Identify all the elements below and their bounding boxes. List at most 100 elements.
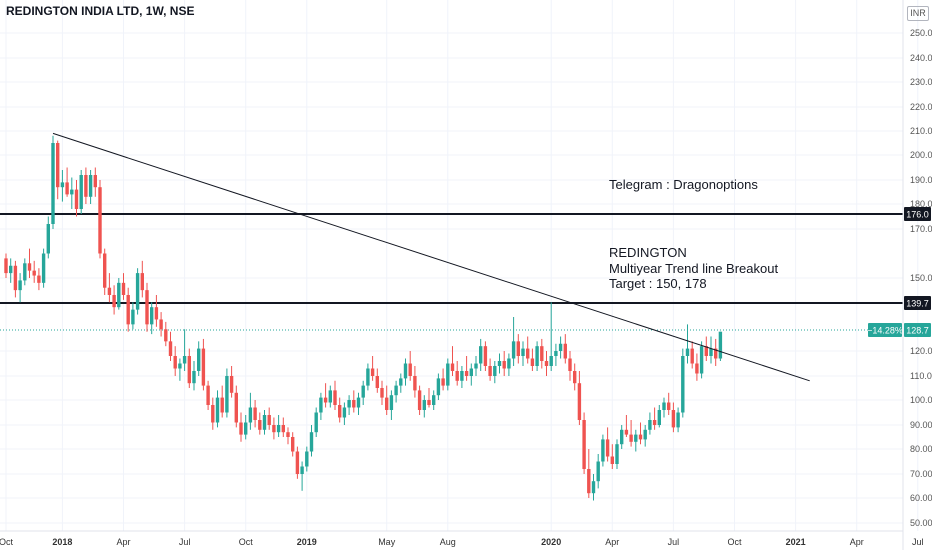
x-tick-label: Aug bbox=[440, 537, 456, 547]
candle-body bbox=[662, 402, 666, 410]
candle-body bbox=[690, 348, 694, 364]
candle-body bbox=[535, 346, 539, 366]
candle-body bbox=[281, 425, 285, 433]
x-tick-label: Apr bbox=[850, 537, 864, 547]
y-tick-label: 240.00 bbox=[910, 53, 932, 63]
candle-body bbox=[150, 307, 154, 325]
candle-body bbox=[84, 175, 88, 197]
candle-body bbox=[121, 282, 126, 295]
candle-body bbox=[13, 265, 18, 291]
candle-body bbox=[380, 388, 384, 398]
candle-body bbox=[605, 439, 610, 457]
candle-body bbox=[540, 346, 544, 361]
y-tick-label: 210.00 bbox=[910, 126, 932, 136]
candle-body bbox=[347, 400, 351, 408]
level-tag-139-bg bbox=[904, 296, 931, 310]
candle-body bbox=[272, 425, 276, 433]
candle-body bbox=[56, 143, 60, 188]
candle-body bbox=[460, 371, 464, 381]
annotation-redington: REDINGTON bbox=[609, 245, 687, 260]
candle-body bbox=[685, 348, 690, 356]
candle-body bbox=[112, 294, 116, 308]
candle-body bbox=[338, 405, 342, 418]
candle-body bbox=[577, 383, 582, 420]
candle-body bbox=[432, 395, 436, 405]
candle-body bbox=[305, 451, 309, 467]
candle-body bbox=[587, 469, 591, 494]
current-price-tag: 128.7 bbox=[906, 326, 929, 336]
candle-body bbox=[319, 397, 323, 413]
candle-body bbox=[403, 363, 408, 379]
candle-body bbox=[502, 361, 506, 369]
x-tick-label: Jul bbox=[179, 537, 191, 547]
x-tick-label: Jul bbox=[912, 537, 924, 547]
change-percent-tag-bg bbox=[868, 323, 902, 337]
candle-body bbox=[173, 356, 177, 369]
y-tick-label: 180.00 bbox=[910, 199, 932, 209]
candle-body bbox=[408, 363, 412, 376]
candle-body bbox=[385, 397, 389, 410]
candle-body bbox=[356, 397, 361, 408]
y-tick-label: 100.00 bbox=[910, 395, 932, 405]
candle-body bbox=[558, 343, 563, 351]
candle-body bbox=[41, 253, 46, 283]
currency-label[interactable]: INR bbox=[907, 6, 929, 21]
candle-body bbox=[79, 175, 83, 209]
x-tick-label: Oct bbox=[239, 537, 254, 547]
y-tick-label: 80.00 bbox=[910, 444, 932, 454]
candle-body bbox=[507, 358, 511, 369]
candle-body bbox=[427, 400, 431, 405]
candle-body bbox=[648, 420, 652, 430]
candle-body bbox=[681, 356, 685, 413]
x-tick-label: 2020 bbox=[541, 537, 561, 547]
candle-body bbox=[9, 265, 13, 274]
candle-body bbox=[201, 348, 206, 386]
candle-body bbox=[361, 385, 365, 398]
candle-body bbox=[206, 385, 210, 405]
candle-body bbox=[37, 275, 41, 283]
candlestick-series bbox=[4, 135, 723, 501]
annotation-target: Target : 150, 178 bbox=[609, 276, 707, 291]
candle-body bbox=[676, 412, 680, 428]
candle-body bbox=[300, 466, 304, 474]
y-tick-label: 70.00 bbox=[910, 469, 932, 479]
candle-body bbox=[117, 282, 121, 308]
candle-body bbox=[497, 361, 502, 366]
candle-body bbox=[225, 376, 229, 413]
y-tick-label: 120.00 bbox=[910, 346, 932, 356]
candle-body bbox=[126, 294, 130, 325]
candle-body bbox=[667, 402, 671, 410]
candle-body bbox=[342, 407, 347, 418]
annotation-breakout: Multiyear Trend line Breakout bbox=[609, 261, 779, 276]
candle-body bbox=[549, 356, 553, 366]
candle-body bbox=[286, 432, 290, 437]
candle-body bbox=[544, 361, 549, 366]
candle-body bbox=[65, 182, 69, 195]
price-axis-tags: 176.0 139.7 −14.28% 128.7 bbox=[867, 207, 931, 337]
candle-body bbox=[615, 444, 619, 464]
x-tick-label: 2018 bbox=[52, 537, 72, 547]
candle-body bbox=[643, 429, 647, 440]
candle-body bbox=[239, 422, 243, 435]
candle-body bbox=[98, 187, 102, 254]
candle-body bbox=[192, 371, 196, 384]
y-tick-label: 170.00 bbox=[910, 224, 932, 234]
y-tick-label: 150.00 bbox=[910, 273, 932, 283]
y-tick-label: 220.00 bbox=[910, 102, 932, 112]
y-tick-label: 250.00 bbox=[910, 28, 932, 38]
candle-body bbox=[436, 378, 441, 396]
candle-body bbox=[258, 420, 262, 430]
candle-body bbox=[262, 415, 267, 430]
candle-body bbox=[394, 385, 398, 396]
candle-body bbox=[624, 429, 629, 435]
candle-body bbox=[446, 363, 450, 386]
candle-body bbox=[220, 397, 224, 413]
candle-body bbox=[399, 378, 403, 386]
candle-body bbox=[417, 390, 422, 410]
candle-body bbox=[610, 456, 614, 464]
candle-body bbox=[211, 405, 215, 423]
candle-body bbox=[74, 189, 79, 209]
x-tick-label: Apr bbox=[116, 537, 130, 547]
candle-body bbox=[709, 348, 713, 356]
